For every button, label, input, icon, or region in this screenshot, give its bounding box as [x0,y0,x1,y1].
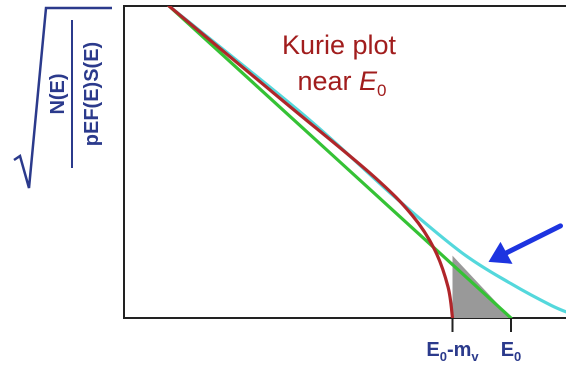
series-green-line [167,6,513,318]
series-red-curve [167,6,455,318]
series-cyan-curve [167,6,566,314]
tick-subscript: v [471,349,479,364]
y-axis-label: N(E) pEF(E)S(E) [13,6,112,189]
chart-title-line1: Kurie plot [282,30,397,60]
tick-text: -m [447,339,471,361]
chart-title-line2: near E0 [297,66,386,100]
title-near: near [297,66,359,96]
shaded-region [452,255,511,318]
tick-text: E [501,339,514,361]
tick-subscript: 0 [440,349,447,364]
plot-frame [123,5,566,319]
title-sub: 0 [377,81,386,100]
tick-subscript: 0 [514,349,521,364]
radical-sign [13,6,112,189]
x-axis-ticks: E0-mv E0 [426,318,521,364]
annotation-arrow [488,223,563,264]
ylabel-numerator: N(E) [47,73,69,114]
x-tick-label-1: E0-mv [426,339,479,364]
ylabel-denominator: pEF(E)S(E) [81,42,103,146]
x-tick-label-2: E0 [501,339,522,364]
plot-area [167,6,566,318]
tick-text: E [426,339,439,361]
plot-marks [167,6,566,318]
arrow-shaft [502,223,563,257]
arrow-head [488,241,513,264]
title-var: E [359,66,378,96]
